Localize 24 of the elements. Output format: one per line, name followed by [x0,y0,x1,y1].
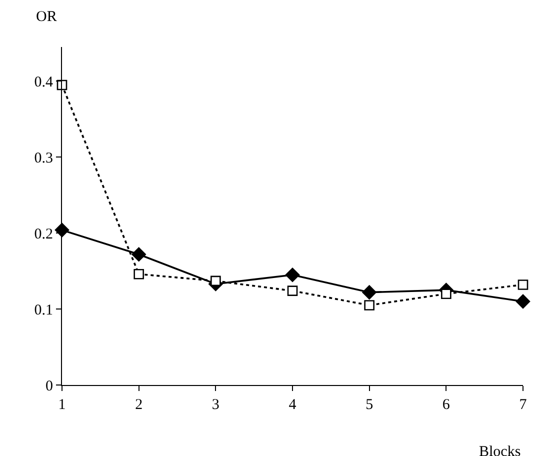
x-tick-label: 3 [212,397,220,413]
y-axis-title: OR [36,9,57,25]
x-tick-label: 7 [519,397,528,413]
point [210,276,221,286]
y-tick-label: 0 [46,378,53,394]
point [285,268,300,282]
point [441,288,452,299]
point [516,294,530,309]
point [134,268,144,280]
point [132,247,146,262]
x-tick-label: 2 [135,397,143,413]
y-tick-label: 0.3 [34,150,53,166]
x-tick-label: 1 [58,397,66,413]
point [362,285,376,300]
y-tick-label: 0.4 [34,74,54,90]
x-axis-title: Blocks [479,444,521,456]
x-tick-label: 6 [442,397,450,413]
y-tick-label: 0.2 [34,226,53,242]
point [364,300,374,310]
x-tick-label: 5 [366,397,374,413]
y-tick-label: 0.1 [34,302,53,318]
x-tick-label: 4 [288,397,297,413]
point [518,280,528,290]
point [287,286,298,296]
